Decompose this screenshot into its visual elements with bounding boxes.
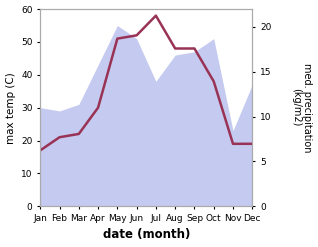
Y-axis label: max temp (C): max temp (C) <box>5 72 16 144</box>
X-axis label: date (month): date (month) <box>103 228 190 242</box>
Y-axis label: med. precipitation
(kg/m2): med. precipitation (kg/m2) <box>291 63 313 152</box>
